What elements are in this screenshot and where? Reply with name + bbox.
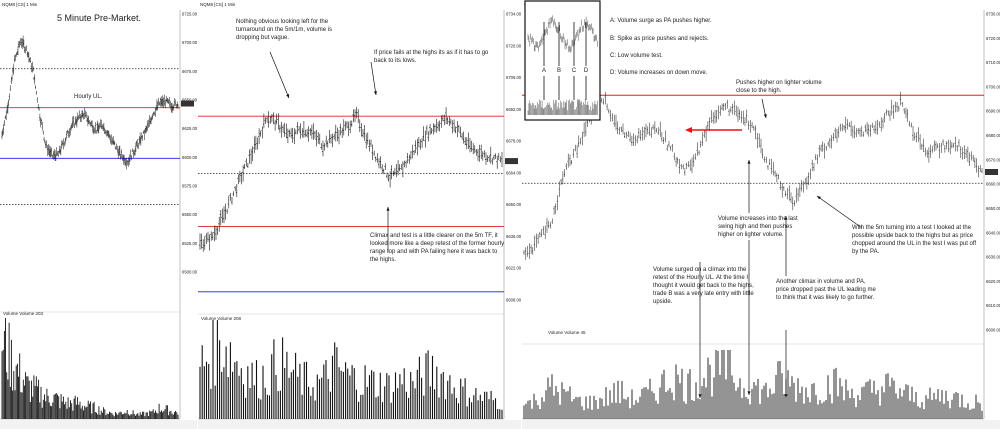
volume-bars <box>1 318 179 419</box>
price-tick-label: 6608.00 <box>506 298 521 303</box>
price-tick-label: 6700.00 <box>986 84 1000 89</box>
right-note-pushes-higher: Pushes higher on lighter volume close to… <box>736 80 822 94</box>
price-tick-label: 6720.00 <box>506 43 521 48</box>
price-tick-label: 6625.00 <box>182 126 197 131</box>
price-bars <box>523 91 983 260</box>
inset-label-d: D <box>584 68 589 74</box>
pane-left-title: 5 Minute Pre-Market. <box>57 13 142 23</box>
volume-bars <box>523 350 983 419</box>
price-tick-label: 6710.00 <box>986 60 1000 65</box>
right-note-another-climax: Another climax in volume and PA, price d… <box>776 279 876 301</box>
price-tick-label: 6640.00 <box>986 230 1000 235</box>
price-tick-label: 6575.00 <box>182 184 197 189</box>
inset-volume-bars <box>527 99 598 115</box>
pane-middle-header: NQM8 [CS] 1 Min <box>200 2 236 7</box>
legend-c: C: Low volume test. <box>610 53 663 59</box>
last-price-box <box>505 158 518 165</box>
red-arrow-head <box>685 127 692 133</box>
price-tick-label: 6630.00 <box>986 255 1000 260</box>
arrow-last-swing-volume-head <box>747 391 751 395</box>
pane-middle: NQM8 [CS] 1 Min 6734.00 6720.00 6706.00 669… <box>198 0 521 429</box>
legend-b: B: Spike as price pushes and rejects. <box>610 36 709 42</box>
pane-right-volume-label: Volume Volume 45 <box>548 330 586 335</box>
price-tick-label: 6734.00 <box>506 12 521 17</box>
arrow-pushes-higher-head <box>763 114 767 118</box>
pane-middle-chart: 6734.00 6720.00 6706.00 6692.00 6678.00 6664.… <box>198 10 521 429</box>
middle-note-1: Nothing obvious looking left for the tur… <box>236 19 333 41</box>
arrow-volume-surge-head <box>698 394 702 398</box>
last-price-box <box>181 100 194 107</box>
middle-note-3: Climax and test is a little clearer on t… <box>370 233 505 263</box>
price-tick-label: 6692.00 <box>506 107 521 112</box>
arrow-5m-test <box>816 195 863 229</box>
price-tick-label: 6600.00 <box>986 328 1000 333</box>
price-tick-label: 6650.00 <box>986 206 1000 211</box>
price-bars <box>198 106 503 252</box>
arrow-note-1 <box>269 51 290 99</box>
pane-right-chart: 6730.00 6720.00 6710.00 6700.00 6690.00 6680.… <box>522 0 1000 429</box>
pane-left-header: NQM8 [CS] 1 Min <box>2 2 38 7</box>
right-note-volume-surge: Volume surged on a climax into the retes… <box>653 267 754 305</box>
right-bottom-bar <box>522 420 1000 429</box>
middle-bottom-bar <box>198 420 521 429</box>
price-tick-label: 6636.00 <box>506 234 521 239</box>
price-tick-label: 6725.00 <box>182 12 197 17</box>
price-tick-label: 6720.00 <box>986 36 1000 41</box>
inset-label-a: A <box>542 68 546 74</box>
price-tick-label: 6670.00 <box>986 157 1000 162</box>
right-note-5m-test: With the 5m turning into a test I looked… <box>852 225 977 255</box>
middle-note-2: If price fails at the highs its as if it… <box>374 50 489 64</box>
last-price-box <box>985 169 998 175</box>
price-tick-label: 6680.00 <box>986 133 1000 138</box>
volume-bars <box>199 320 503 419</box>
price-tick-label: 6610.00 <box>986 303 1000 308</box>
price-tick-label: 6730.00 <box>986 12 1000 17</box>
inset-label-b: B <box>557 68 561 74</box>
inset-frame <box>524 0 601 121</box>
right-note-last-swing: Volume increases into the last swing hig… <box>718 216 798 238</box>
pane-left-chart: 6725.00 6700.00 6675.00 6650.00 6625.00 6600.… <box>0 10 197 429</box>
pane-left-volume-label: Volume Volume 203 <box>3 311 44 316</box>
price-tick-label: 6678.00 <box>506 139 521 144</box>
price-bars <box>1 35 179 170</box>
price-tick-label: 6622.00 <box>506 266 521 271</box>
price-tick-label: 6700.00 <box>182 40 197 45</box>
price-tick-label: 6660.00 <box>986 182 1000 187</box>
pane-middle-volume-label: Volume Volume 208 <box>201 316 242 321</box>
arrow-another-climax-volume-head <box>784 394 788 398</box>
price-tick-label: 6706.00 <box>506 75 521 80</box>
arrow-another-climax-price-head <box>784 216 788 220</box>
price-tick-label: 6664.00 <box>506 170 521 175</box>
arrow-last-swing-head <box>747 160 751 164</box>
price-tick-label: 6690.00 <box>986 109 1000 114</box>
pane-right: NQM8 [CS] 1 Min - RealTime 6730.006720.0… <box>522 0 1000 429</box>
hourly-ul-label: Hourly UL. <box>74 94 103 100</box>
left-bottom-bar <box>0 420 197 429</box>
legend-d: D: Volume increases on down move. <box>610 70 708 76</box>
arrow-note-2-head <box>373 91 377 95</box>
arrow-note-3-head <box>386 207 390 211</box>
price-tick-label: 6650.00 <box>182 98 197 103</box>
arrow-note-2 <box>370 61 377 96</box>
price-tick-label: 6675.00 <box>182 69 197 74</box>
pane-left: NQM8 [CS] 1 Min 6725.00 6700.00 6675.00 665… <box>0 0 197 429</box>
arrow-5m-test-head <box>817 196 821 200</box>
price-tick-label: 6600.00 <box>182 155 197 160</box>
arrow-note-1-head <box>286 94 290 98</box>
price-tick-label: 6550.00 <box>182 212 197 217</box>
price-tick-label: 6620.00 <box>986 279 1000 284</box>
price-tick-label: 6500.00 <box>182 270 197 275</box>
price-tick-label: 6650.00 <box>506 202 521 207</box>
price-tick-label: 6525.00 <box>182 241 197 246</box>
inset-label-c: C <box>572 68 577 74</box>
legend-a: A: Volume surge as PA pushes higher. <box>610 18 712 24</box>
